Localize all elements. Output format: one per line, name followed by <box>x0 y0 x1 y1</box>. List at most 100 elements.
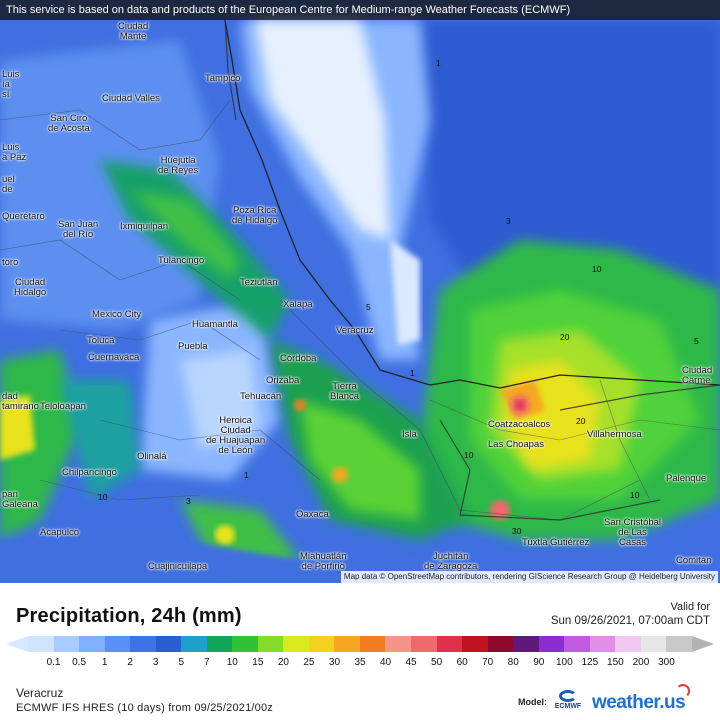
colorbar-swatch <box>130 636 156 652</box>
colorbar-tick-label: 200 <box>632 657 650 668</box>
valid-for-label: Valid for <box>670 601 710 613</box>
colorbar-tick-label: 0.1 <box>46 657 61 668</box>
city-label-olinala: Olinalá <box>137 451 167 462</box>
city-label-teziutlan: Teziutlán <box>240 277 278 288</box>
colorbar-ticks: 0.1 0.5 1 2 3 5 7 10 15 20 25 30 35 40 45 50 60 70 80 90 100… <box>28 657 692 671</box>
colorbar-swatch <box>538 636 565 652</box>
colorbar-tick-label: 70 <box>482 657 494 668</box>
contour-label: 20 <box>560 332 570 342</box>
colorbar-swatch <box>155 636 182 652</box>
colorbar-swatch <box>640 636 667 652</box>
city-label-luis: Luis ía sí <box>2 69 20 100</box>
ecmwf-logo-text: ECMWF <box>554 703 582 710</box>
map-canvas <box>0 19 720 583</box>
colorbar-swatch <box>513 636 539 652</box>
colorbar-tick-label: 0.5 <box>72 657 87 668</box>
colorbar-tick-label: 45 <box>405 657 417 668</box>
colorbar-tick-label: 80 <box>507 657 519 668</box>
colorbar-tick-label: 5 <box>178 657 184 668</box>
weather-us-logo[interactable]: weather.us <box>592 692 686 713</box>
contour-label: 1 <box>244 470 249 480</box>
colorbar-tick-label: 1 <box>101 657 108 668</box>
ecmwf-logo-icon <box>559 690 577 702</box>
contour-label: 20 <box>576 416 586 426</box>
colorbar-min-arrow <box>6 636 28 652</box>
city-label-puebla: Puebla <box>178 341 208 352</box>
city-label-huamantla: Huamantla <box>192 319 238 330</box>
city-label-cordoba: Córdoba <box>280 353 317 364</box>
ecmwf-logo[interactable]: ECMWF <box>551 690 585 710</box>
city-label-toro: toro <box>2 257 19 268</box>
city-label-veracruz: Veracruz <box>336 325 374 336</box>
contour-label: 3 <box>506 216 511 226</box>
city-label-tuxtla: Tuxtla Gutiérrez <box>522 537 590 548</box>
contour-label: 5 <box>694 336 699 346</box>
city-label-toluca: Toluca <box>87 335 115 346</box>
colorbar-swatch <box>589 636 616 652</box>
colorbar-swatch <box>104 636 131 652</box>
contour-label: 10 <box>630 490 640 500</box>
city-label-cuajinicuilapa: Cuajinicuilapa <box>148 561 208 572</box>
colorbar-swatch <box>410 636 437 652</box>
city-label-uel: uel de <box>2 174 15 195</box>
colorbar-tick-label: 60 <box>456 657 468 668</box>
data-source-banner: This service is based on data and produc… <box>0 0 720 20</box>
colorbar-swatch <box>79 636 105 652</box>
colorbar-swatch <box>334 636 360 652</box>
colorbar-tick-label: 10 <box>226 657 238 668</box>
colorbar-tick-label: 300 <box>658 657 675 668</box>
colorbar-swatch <box>615 636 641 652</box>
colorbar-swatch <box>385 636 411 652</box>
city-label-san-cristobal: San Cristóbal de Las Casas <box>604 517 662 548</box>
colorbar-max-arrow <box>692 636 714 652</box>
city-label-orizaba: Orizaba <box>266 375 300 386</box>
city-label-villahermosa: Villahermosa <box>587 429 642 440</box>
city-label-tehuacan: Tehuacán <box>240 391 282 402</box>
contour-label: 30 <box>512 526 522 536</box>
contour-label: 1 <box>436 58 441 68</box>
colorbar-tick-label: 20 <box>277 657 289 668</box>
colorbar-swatch <box>564 636 590 652</box>
city-label-huejutla: Huejutla de Reyes <box>158 155 199 176</box>
city-label-coatzacoalcos: Coatzacoalcos <box>488 419 551 430</box>
colorbar-swatch <box>181 636 207 652</box>
city-label-teloloapan: Teloloapan <box>40 401 86 412</box>
precipitation-map[interactable]: This service is based on data and produc… <box>0 0 720 583</box>
map-attribution[interactable]: Map data © OpenStreetMap contributors, r… <box>340 571 718 583</box>
colorbar-tick-label: 100 <box>555 657 573 668</box>
colorbar-tick-label: 3 <box>152 657 159 668</box>
city-label-tierra-blanca: Tierra Blanca <box>330 381 360 402</box>
contour-label: 3 <box>186 496 191 506</box>
city-label-comitan: Comitán <box>676 555 712 566</box>
city-label-isla: Isla <box>402 429 417 440</box>
sun-logo-icon <box>676 684 690 698</box>
city-label-ixmiquilpan: Ixmiquilpan <box>120 221 169 232</box>
city-label-ciudad-valles: Ciudad Valles <box>102 93 160 104</box>
city-label-queretaro: Querétaro <box>2 211 45 222</box>
model-run-info: ECMWF IFS HRES (10 days) from 09/25/2021… <box>16 702 273 714</box>
valid-time: Sun 09/26/2021, 07:00am CDT <box>550 615 710 627</box>
city-label-ciudad-hidalgo: Ciudad Hidalgo <box>14 277 47 298</box>
contour-label: 1 <box>410 368 415 378</box>
colorbar-swatch <box>283 636 309 652</box>
city-label-xalapa: Xalapa <box>283 299 313 310</box>
colorbar-tick-label: 40 <box>379 657 392 668</box>
city-label-palenque: Palenque <box>666 473 707 484</box>
city-label-tampico: Tampico <box>205 73 241 84</box>
region-name: Veracruz <box>16 686 64 700</box>
city-label-miahuatlan: Miahuatlán de Porfirio <box>300 551 347 572</box>
contour-label: 5 <box>366 302 371 312</box>
contour-label: 10 <box>592 264 602 274</box>
colorbar-swatch <box>308 636 335 652</box>
colorbar-tick-label: 125 <box>581 657 599 668</box>
city-label-tulancingo: Tulancingo <box>158 255 205 266</box>
colorbar-swatch <box>53 636 80 652</box>
city-label-chilpancingo: Chilpancingo <box>62 467 117 478</box>
precipitation-colorbar <box>28 636 692 652</box>
city-label-san-ciro: San Ciro de Acosta <box>48 113 90 134</box>
colorbar-swatch <box>666 636 692 652</box>
city-label-juchitan: Juchitán de Zaragoza <box>424 551 478 572</box>
colorbar-tick-label: 150 <box>607 657 624 668</box>
city-label-ciudad-mante: Ciudad Mante <box>118 21 149 42</box>
colorbar-swatch <box>462 636 488 652</box>
